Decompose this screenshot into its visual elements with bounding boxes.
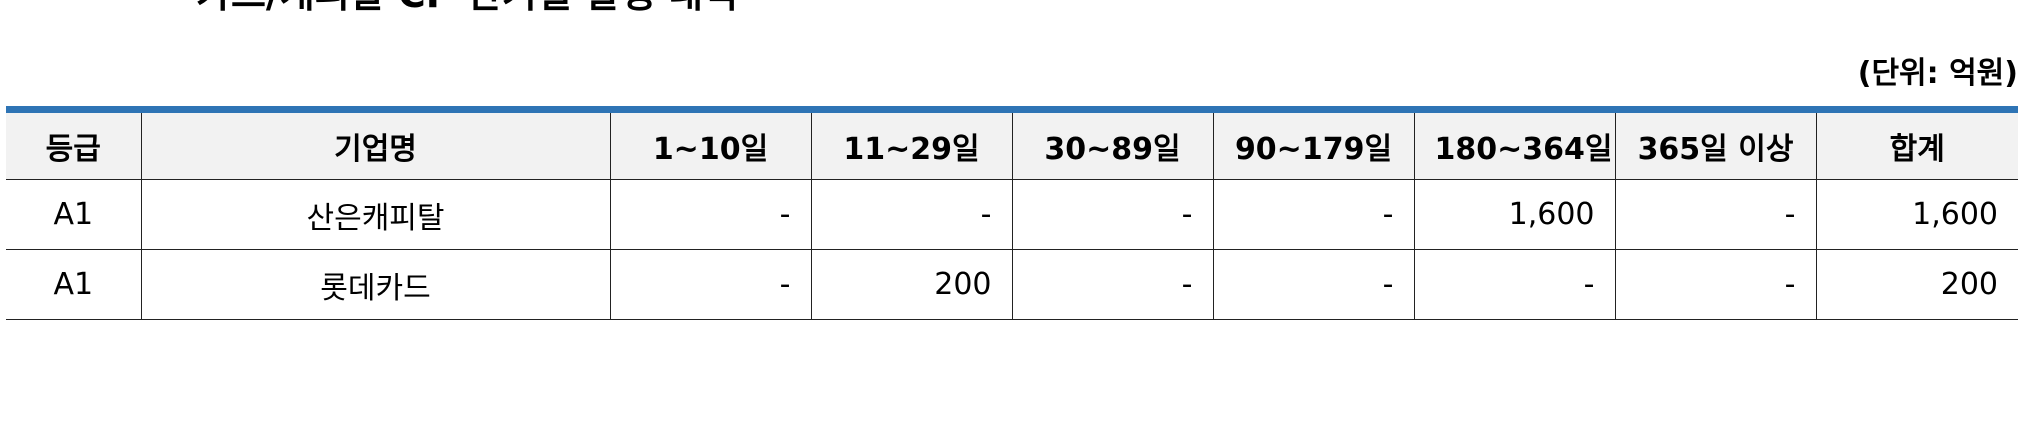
col-header-grade: 등급 <box>6 113 142 180</box>
cell-grade: A1 <box>6 249 142 320</box>
table-row: A1 산은캐피탈 - - - - 1,600 - 1,600 <box>6 179 2018 250</box>
cell-90-179-days: - <box>1213 249 1415 320</box>
cell-180-364-days: 1,600 <box>1414 179 1616 250</box>
section-title: 카드/캐피탈 CP 만기별 발행 내역 <box>196 0 738 14</box>
cell-grade: A1 <box>6 179 142 250</box>
table-row: A1 롯데카드 - 200 - - - - 200 <box>6 249 2018 320</box>
unit-label: (단위: 억원) <box>1857 56 2018 91</box>
cell-1-10-days: - <box>610 249 812 320</box>
col-header-company: 기업명 <box>141 113 611 180</box>
col-header-365-plus-days: 365일 이상 <box>1615 113 1817 180</box>
col-header-180-364-days: 180~364일 <box>1414 113 1616 180</box>
cell-180-364-days: - <box>1414 249 1616 320</box>
table-header-row: 등급 기업명 1~10일 11~29일 30~89일 90~179일 180~3… <box>6 113 2018 180</box>
cell-company: 롯데카드 <box>141 249 611 320</box>
col-header-90-179-days: 90~179일 <box>1213 113 1415 180</box>
col-header-11-29-days: 11~29일 <box>811 113 1013 180</box>
cell-total: 200 <box>1816 249 2018 320</box>
cell-90-179-days: - <box>1213 179 1415 250</box>
cell-11-29-days: - <box>811 179 1013 250</box>
col-header-total: 합계 <box>1816 113 2018 180</box>
col-header-1-10-days: 1~10일 <box>610 113 812 180</box>
cell-company: 산은캐피탈 <box>141 179 611 250</box>
issuance-table: 등급 기업명 1~10일 11~29일 30~89일 90~179일 180~3… <box>6 113 2018 320</box>
cell-1-10-days: - <box>610 179 812 250</box>
header-rule <box>6 106 2018 113</box>
col-header-30-89-days: 30~89일 <box>1012 113 1214 180</box>
cell-30-89-days: - <box>1012 179 1214 250</box>
cell-total: 1,600 <box>1816 179 2018 250</box>
cell-365-plus-days: - <box>1615 179 1817 250</box>
cell-30-89-days: - <box>1012 249 1214 320</box>
cell-11-29-days: 200 <box>811 249 1013 320</box>
section-heading: 카드/캐피탈 CP 만기별 발행 내역 <box>0 0 1100 26</box>
cell-365-plus-days: - <box>1615 249 1817 320</box>
